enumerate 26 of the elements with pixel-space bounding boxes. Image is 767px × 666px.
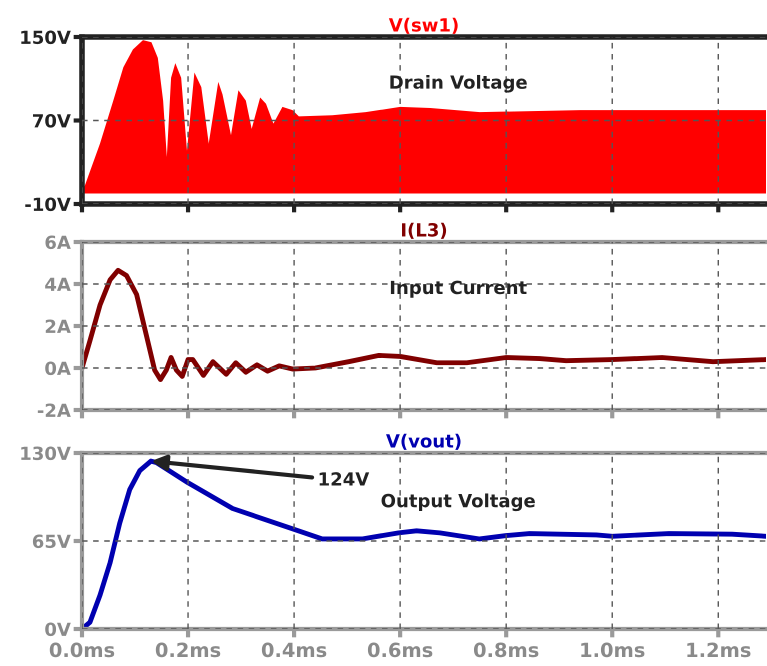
y-tick-label: 130V	[21, 446, 71, 460]
y-tick-label: 150V	[21, 30, 71, 44]
x-tick-label: 0.8ms	[474, 642, 538, 658]
y-tick-label: -2A	[38, 403, 71, 417]
y-tick-label: -10V	[25, 197, 71, 212]
y-tick-label: 4A	[45, 278, 71, 291]
x-tick-label: 0.2ms	[156, 642, 220, 658]
annotation: 124V	[320, 472, 370, 486]
annotation: Drain Voltage	[390, 74, 527, 93]
chart-title: I(L3)	[402, 222, 446, 239]
y-tick-label: 6A	[45, 235, 71, 250]
x-tick-label: 0.6ms	[368, 642, 432, 658]
y-tick-label: 70V	[33, 114, 71, 128]
y-tick-label: 65V	[32, 534, 71, 548]
x-tick-label: 1.0ms	[581, 642, 644, 658]
y-tick-label: 0V	[45, 622, 71, 636]
annotation: Input Current	[390, 280, 527, 298]
x-tick-label: 1.2ms	[687, 642, 750, 658]
chart-title: V(sw1)	[388, 18, 458, 34]
x-tick-label: 0.4ms	[262, 642, 326, 658]
x-tick-label: 0.0ms	[50, 642, 114, 658]
chart-title: V(vout)	[386, 434, 461, 450]
annotation: Output Voltage	[382, 493, 535, 512]
y-tick-label: 2A	[46, 319, 71, 333]
y-tick-label: 0A	[45, 361, 71, 376]
line-series	[82, 268, 766, 382]
